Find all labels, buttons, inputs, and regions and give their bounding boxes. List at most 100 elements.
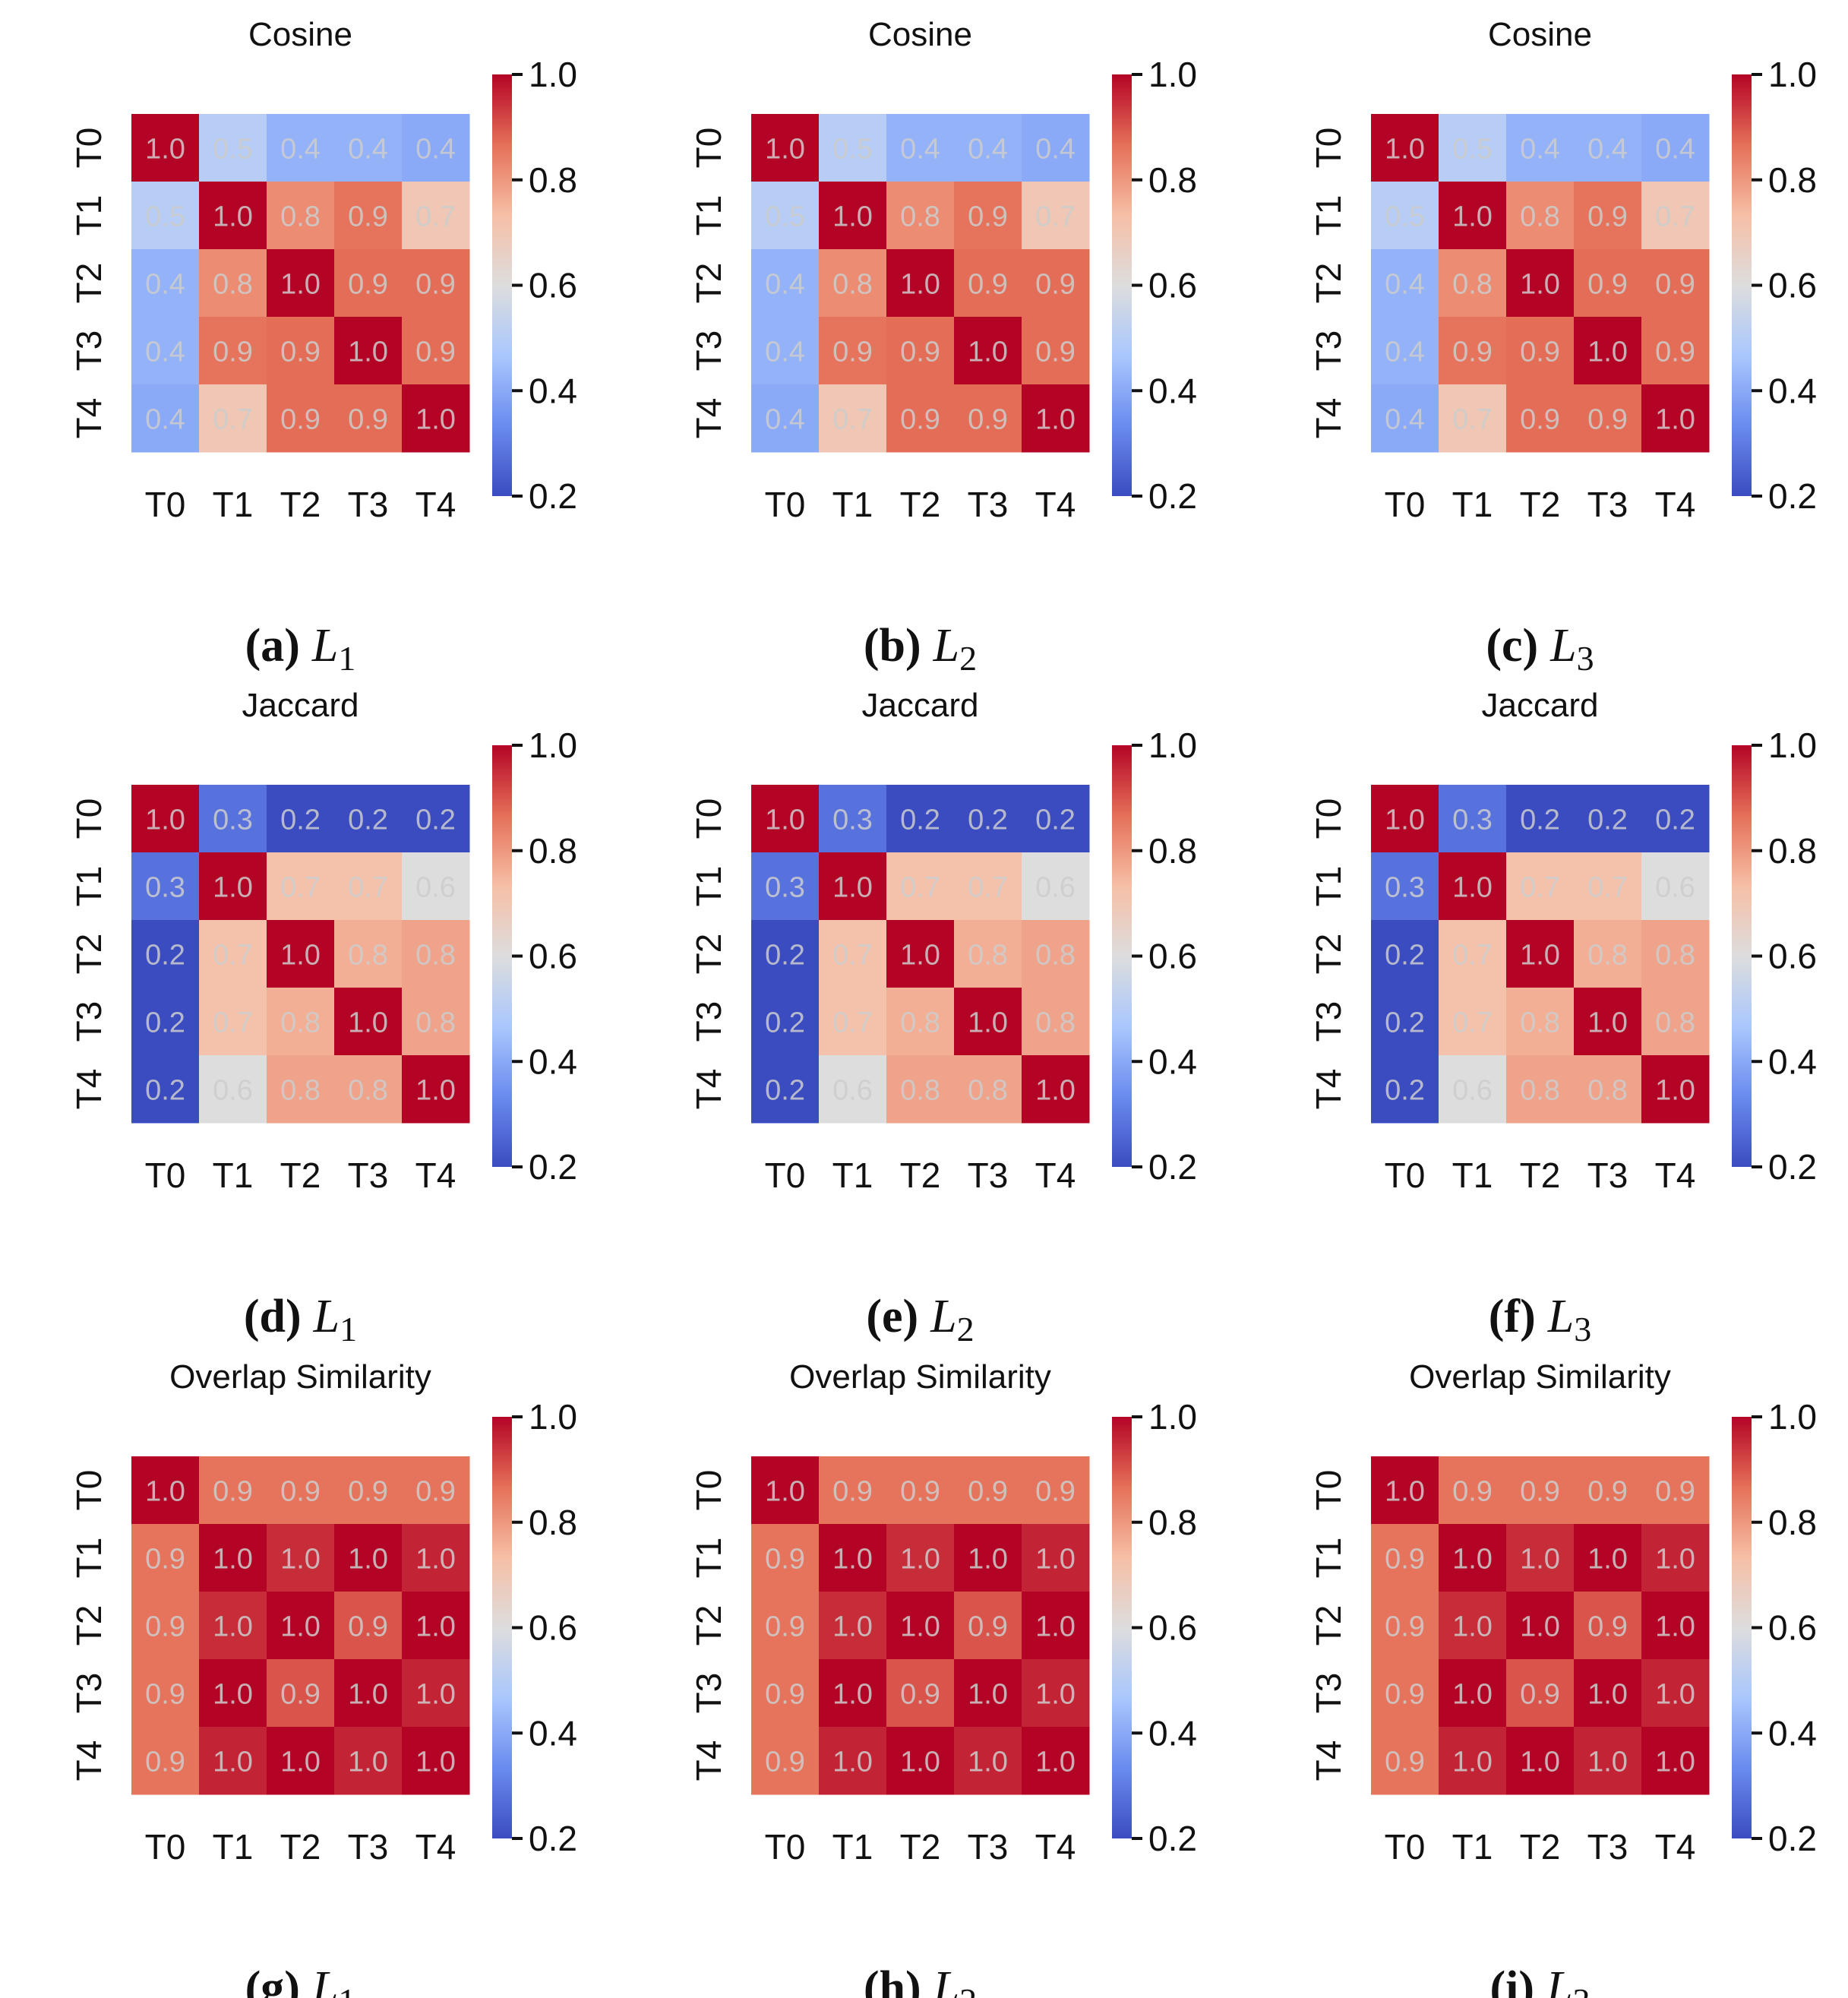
cell-value-label: 0.9: [832, 337, 873, 368]
cell-value-label: 0.9: [900, 337, 940, 368]
heatmap-cell: [334, 1727, 403, 1795]
cell-value-label: 1.0: [1520, 1544, 1560, 1576]
heatmap-cell: [1371, 249, 1439, 318]
y-tick-label: T3: [689, 330, 728, 371]
heatmap-cell: [1506, 920, 1575, 988]
heatmap-cell: [402, 384, 470, 453]
cell-value-label: 0.4: [765, 404, 805, 436]
heatmap-cell: [1641, 384, 1710, 453]
colorbar-tick-label: 1.0: [1148, 726, 1197, 765]
cell-value-label: 0.4: [348, 134, 388, 166]
panel-caption: (f) L3: [1489, 1291, 1591, 1348]
x-tick-label: T4: [415, 1155, 456, 1195]
heatmap-cell: [1022, 1524, 1090, 1592]
heatmap-panel: Jaccard 1.0 0.3 0.2 0.2 0.2 0.3 1.0 0.7 0.7 0.6 0.2…: [69, 687, 577, 1348]
cell-value-label: 1.0: [348, 337, 388, 368]
colorbar-tick-label: 0.6: [529, 1608, 577, 1648]
heatmap-cell: [1439, 852, 1507, 921]
heatmap-cell: [267, 1524, 335, 1592]
heatmap-cell: [131, 1592, 200, 1660]
colorbar-tick-label: 1.0: [1768, 726, 1817, 765]
cell-value-label: 0.9: [145, 1679, 185, 1711]
y-tick-label: T4: [1309, 1069, 1348, 1110]
heatmap-cell: [1574, 1727, 1642, 1795]
colorbar-tick-label: 0.2: [1148, 1147, 1197, 1187]
cell-value-label: 0.4: [280, 134, 321, 166]
cell-value-label: 0.9: [1452, 337, 1493, 368]
heatmap-cell: [886, 249, 955, 318]
cell-value-label: 0.9: [145, 1544, 185, 1576]
heatmap-cell: [819, 1456, 887, 1525]
cell-value-label: 1.0: [968, 1544, 1008, 1576]
heatmap-cell: [1506, 852, 1575, 921]
heatmap-cell: [1022, 785, 1090, 853]
colorbar-tick-label: 0.4: [1768, 1042, 1817, 1081]
y-tick-label: T1: [689, 195, 728, 236]
cell-value-label: 0.7: [213, 404, 253, 436]
heatmap-cell: [954, 317, 1022, 385]
cell-value-label: 1.0: [832, 1679, 873, 1711]
heatmap-cell: [1641, 785, 1710, 853]
colorbar-tick-label: 0.2: [1148, 476, 1197, 516]
cell-value-label: 1.0: [1035, 1075, 1076, 1107]
colorbar-tick-label: 0.6: [1768, 937, 1817, 976]
heatmap-cell: [1371, 852, 1439, 921]
y-tick-label: T1: [69, 1538, 109, 1579]
y-tick-label: T3: [1309, 1673, 1348, 1714]
cell-value-label: 0.9: [280, 1679, 321, 1711]
heatmap-cell: [751, 114, 820, 182]
cell-value-label: 0.9: [968, 404, 1008, 436]
y-tick-label: T0: [69, 1470, 109, 1511]
x-tick-label: T3: [348, 1155, 389, 1195]
cell-value-label: 0.8: [213, 269, 253, 301]
cell-value-label: 1.0: [280, 1747, 321, 1778]
y-tick-label: T1: [689, 1538, 728, 1579]
cell-value-label: 0.7: [1452, 940, 1493, 972]
x-tick-label: T2: [1520, 485, 1561, 524]
y-tick-label: T3: [689, 1001, 728, 1042]
heatmap-cell: [334, 384, 403, 453]
heatmap-cell: [1371, 785, 1439, 853]
cell-value-label: 0.6: [832, 1075, 873, 1107]
heatmap-cell: [886, 384, 955, 453]
heatmap-cell: [334, 920, 403, 988]
cell-value-label: 0.9: [765, 1544, 805, 1576]
heatmap-cell: [954, 182, 1022, 250]
heatmap-cell: [1574, 1659, 1642, 1728]
heatmap-cell: [954, 114, 1022, 182]
cell-value-label: 0.7: [213, 940, 253, 972]
cell-value-label: 0.8: [280, 1007, 321, 1039]
y-tick-label: T4: [1309, 398, 1348, 439]
panel-subscript: 2: [957, 1310, 975, 1348]
y-tick-label: T3: [69, 1673, 109, 1714]
y-tick-label: T0: [689, 1470, 728, 1511]
y-tick-label: T1: [69, 195, 109, 236]
heatmap-cell: [1439, 1592, 1507, 1660]
colorbar-tick-label: 0.8: [529, 1503, 577, 1542]
heatmap-cell: [267, 249, 335, 318]
heatmap-cell: [1371, 1055, 1439, 1124]
panel-subscript: 2: [959, 1981, 977, 1998]
heatmap-cell: [1439, 988, 1507, 1056]
heatmap-cell: [199, 249, 267, 318]
x-tick-label: T3: [348, 1827, 389, 1867]
cell-value-label: 1.0: [1520, 269, 1560, 301]
heatmap-panel: Cosine 1.0 0.5 0.4 0.4 0.4 0.5 1.0 0.8 0.9 0.7 0.4 0…: [1309, 16, 1817, 678]
heatmap-cell: [1371, 920, 1439, 988]
cell-value-label: 1.0: [1385, 134, 1425, 166]
cell-value-label: 1.0: [1520, 1747, 1560, 1778]
cell-value-label: 0.3: [1452, 805, 1493, 836]
panel-caption: (i) L3: [1489, 1962, 1590, 1998]
cell-value-label: 1.0: [1587, 1679, 1628, 1711]
heatmap-title: Jaccard: [242, 687, 359, 724]
y-tick-label: T4: [1309, 1740, 1348, 1781]
x-tick-label: T3: [968, 1155, 1009, 1195]
cell-value-label: 1.0: [415, 1747, 456, 1778]
heatmap-cell: [1439, 920, 1507, 988]
cell-value-label: 0.9: [1385, 1544, 1425, 1576]
heatmap-cell: [334, 852, 403, 921]
heatmap-cell: [199, 384, 267, 453]
cell-value-label: 0.9: [213, 337, 253, 368]
cell-value-label: 1.0: [1587, 1544, 1628, 1576]
cell-value-label: 0.5: [145, 201, 185, 233]
